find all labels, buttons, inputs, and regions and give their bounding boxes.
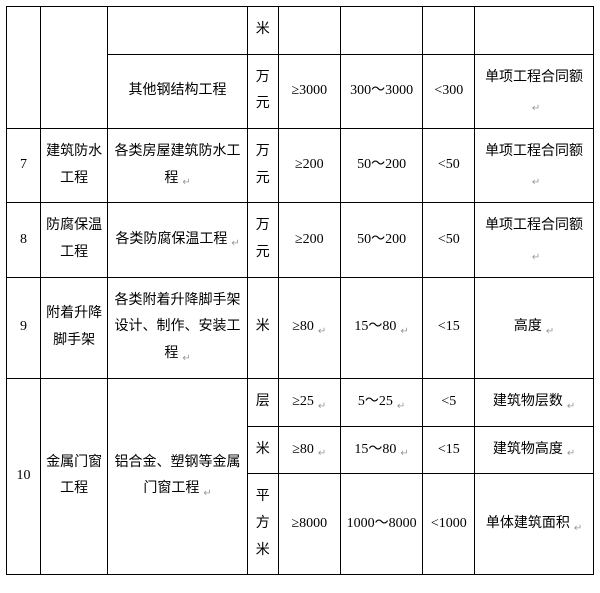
cell-unit: 米 [247, 277, 278, 378]
para-marker-icon: ↵ [400, 322, 408, 341]
cell-a: ≥80↵ [278, 426, 340, 474]
cell-c: <15 [423, 277, 475, 378]
para-marker-icon: ↵ [318, 322, 326, 341]
para-marker-icon: ↵ [567, 397, 575, 416]
para-marker-icon: ↵ [182, 349, 190, 368]
cell-a: ≥200 [278, 203, 340, 277]
cell-c: <300 [423, 54, 475, 128]
cell-c: <50 [423, 203, 475, 277]
cell-c [423, 7, 475, 55]
cell-note: 单项工程合同额↵ [475, 54, 594, 128]
para-marker-icon: ↵ [203, 484, 211, 503]
cell-unit: 米 [247, 426, 278, 474]
cell-a [278, 7, 340, 55]
cell-b: 5～25↵ [340, 378, 423, 426]
para-marker-icon: ↵ [397, 397, 405, 416]
para-marker-icon: ↵ [231, 234, 239, 253]
cell-b: 50～200 [340, 128, 423, 202]
cell-type [41, 7, 108, 129]
cell-index: 10 [7, 378, 41, 574]
cell-c: <15 [423, 426, 475, 474]
cell-project [108, 7, 248, 55]
cell-b: 15～80↵ [340, 426, 423, 474]
cell-a: ≥25↵ [278, 378, 340, 426]
para-marker-icon: ↵ [574, 519, 582, 538]
para-marker-icon: ↵ [532, 248, 540, 267]
cell-unit: 层 [247, 378, 278, 426]
cell-index: 7 [7, 128, 41, 202]
cell-index: 8 [7, 203, 41, 277]
cell-b: 1000～8000 [340, 474, 423, 575]
para-marker-icon: ↵ [567, 444, 575, 463]
cell-type: 防腐保温工程 [41, 203, 108, 277]
cell-note: 高度↵ [475, 277, 594, 378]
cell-project: 其他钢结构工程 [108, 54, 248, 128]
para-marker-icon: ↵ [532, 173, 540, 192]
cell-project: 各类附着升降脚手架设计、制作、安装工程↵ [108, 277, 248, 378]
cell-note: 建筑物层数↵ [475, 378, 594, 426]
cell-note: 建筑物高度↵ [475, 426, 594, 474]
cell-unit: 万元 [247, 54, 278, 128]
cell-b: 300～3000 [340, 54, 423, 128]
cell-type: 建筑防水工程 [41, 128, 108, 202]
cell-note: 单项工程合同额↵ [475, 128, 594, 202]
para-marker-icon: ↵ [532, 99, 540, 118]
cell-note [475, 7, 594, 55]
cell-c: <1000 [423, 474, 475, 575]
cell-project: 各类房屋建筑防水工程↵ [108, 128, 248, 202]
cell-unit: 万元 [247, 128, 278, 202]
cell-b: 15～80↵ [340, 277, 423, 378]
cell-c: <50 [423, 128, 475, 202]
para-marker-icon: ↵ [546, 322, 554, 341]
cell-a: ≥3000 [278, 54, 340, 128]
standards-table: 米 其他钢结构工程 万元 ≥3000 300～3000 <300 单项工程合同额… [6, 6, 594, 575]
cell-type: 金属门窗工程 [41, 378, 108, 574]
para-marker-icon: ↵ [318, 444, 326, 463]
cell-a: ≥200 [278, 128, 340, 202]
cell-unit: 平方米 [247, 474, 278, 575]
para-marker-icon: ↵ [400, 444, 408, 463]
cell-note: 单体建筑面积↵ [475, 474, 594, 575]
cell-a: ≥8000 [278, 474, 340, 575]
cell-note: 单项工程合同额↵ [475, 203, 594, 277]
cell-index [7, 7, 41, 129]
para-marker-icon: ↵ [318, 397, 326, 416]
cell-project: 铝合金、塑钢等金属门窗工程↵ [108, 378, 248, 574]
cell-type: 附着升降脚手架 [41, 277, 108, 378]
cell-b [340, 7, 423, 55]
cell-index: 9 [7, 277, 41, 378]
cell-c: <5 [423, 378, 475, 426]
cell-a: ≥80↵ [278, 277, 340, 378]
cell-project: 各类防腐保温工程↵ [108, 203, 248, 277]
para-marker-icon: ↵ [182, 173, 190, 192]
cell-unit: 万元 [247, 203, 278, 277]
cell-b: 50～200 [340, 203, 423, 277]
cell-unit: 米 [247, 7, 278, 55]
